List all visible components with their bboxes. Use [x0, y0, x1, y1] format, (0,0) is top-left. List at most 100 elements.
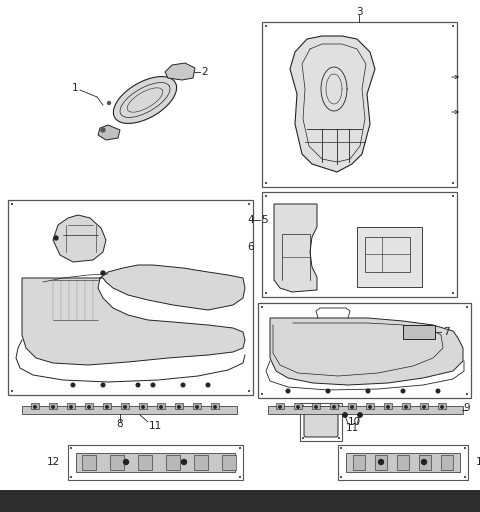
Bar [438, 403, 446, 409]
Circle shape [366, 389, 370, 393]
Circle shape [101, 383, 105, 387]
Bar [139, 403, 147, 409]
Text: 11: 11 [346, 423, 359, 433]
Bar [357, 227, 422, 287]
Circle shape [358, 413, 362, 417]
Text: 1: 1 [72, 83, 78, 93]
Circle shape [54, 236, 58, 240]
Bar [294, 403, 302, 409]
Bar [68, 445, 243, 480]
Circle shape [52, 406, 54, 408]
Circle shape [101, 271, 105, 275]
Circle shape [379, 459, 384, 464]
Circle shape [106, 406, 108, 408]
Text: 8: 8 [117, 419, 123, 429]
Bar [441, 455, 453, 470]
Text: 12: 12 [47, 457, 60, 467]
Circle shape [71, 383, 75, 387]
Bar [31, 403, 39, 409]
Circle shape [326, 389, 330, 393]
Circle shape [101, 128, 105, 132]
Circle shape [160, 406, 162, 408]
Circle shape [315, 406, 317, 408]
Bar [348, 403, 356, 409]
Bar [193, 403, 201, 409]
Bar [330, 403, 338, 409]
Polygon shape [274, 204, 317, 292]
Bar [300, 403, 342, 441]
Polygon shape [290, 36, 375, 172]
Bar [397, 455, 409, 470]
Circle shape [369, 406, 371, 408]
Circle shape [181, 383, 185, 387]
Text: 6: 6 [247, 242, 254, 252]
Bar [375, 455, 387, 470]
FancyBboxPatch shape [304, 407, 338, 437]
Circle shape [401, 389, 405, 393]
Bar [276, 403, 284, 409]
Bar [82, 455, 96, 470]
Bar [138, 455, 152, 470]
Bar [194, 455, 208, 470]
Polygon shape [22, 265, 245, 365]
Circle shape [423, 406, 425, 408]
Bar [365, 237, 410, 272]
Bar [402, 403, 410, 409]
Circle shape [178, 406, 180, 408]
Bar [110, 455, 124, 470]
Bar [338, 445, 468, 480]
Text: 7: 7 [443, 327, 450, 337]
Text: 2: 2 [202, 67, 208, 77]
Circle shape [206, 383, 210, 387]
Bar [346, 453, 460, 472]
Circle shape [351, 406, 353, 408]
Bar [262, 192, 457, 297]
Bar [76, 453, 235, 472]
Polygon shape [98, 125, 120, 140]
Bar [157, 403, 165, 409]
Polygon shape [53, 215, 106, 262]
Bar [222, 455, 236, 470]
Text: 11: 11 [148, 421, 162, 431]
Bar [8, 200, 253, 395]
Bar [420, 403, 428, 409]
Circle shape [297, 406, 299, 408]
Text: 5: 5 [261, 215, 268, 225]
Bar [258, 303, 471, 398]
Polygon shape [113, 77, 177, 123]
Text: 10: 10 [348, 417, 361, 427]
Bar [49, 403, 57, 409]
Bar [0, 490, 480, 512]
Circle shape [421, 459, 427, 464]
Circle shape [151, 383, 155, 387]
Circle shape [343, 413, 347, 417]
Circle shape [181, 459, 187, 464]
Circle shape [286, 389, 290, 393]
Bar [353, 455, 365, 470]
Bar [175, 403, 183, 409]
Bar [419, 455, 431, 470]
Bar [85, 403, 93, 409]
Circle shape [136, 383, 140, 387]
Bar [22, 406, 237, 414]
Bar [67, 403, 75, 409]
Bar [211, 403, 219, 409]
Polygon shape [165, 63, 195, 80]
Bar [166, 455, 180, 470]
Circle shape [123, 459, 129, 464]
Circle shape [214, 406, 216, 408]
Bar [403, 325, 435, 339]
Polygon shape [270, 318, 463, 385]
Circle shape [34, 406, 36, 408]
Circle shape [124, 406, 126, 408]
Circle shape [142, 406, 144, 408]
Circle shape [436, 389, 440, 393]
Bar [268, 406, 463, 414]
Circle shape [333, 406, 335, 408]
Bar [103, 403, 111, 409]
Circle shape [387, 406, 389, 408]
Bar [312, 403, 320, 409]
Circle shape [441, 406, 443, 408]
Circle shape [279, 406, 281, 408]
Text: 13: 13 [476, 457, 480, 467]
